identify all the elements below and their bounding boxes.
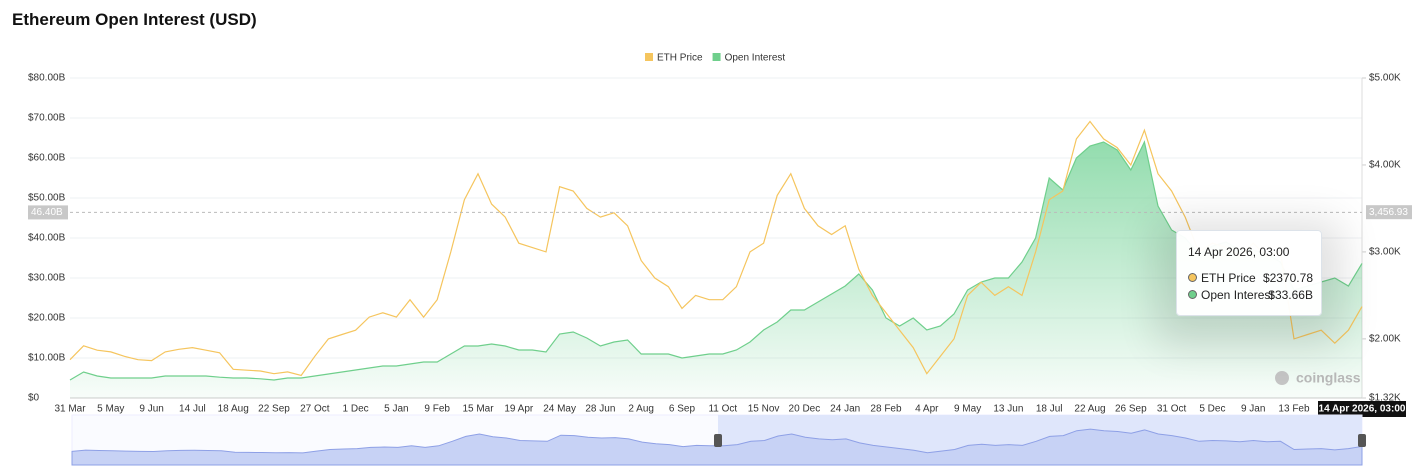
x-tick-label: 14 Jul <box>179 404 206 415</box>
y2-tick-label: $2.00K <box>1369 334 1401 345</box>
tooltip-title: 14 Apr 2026, 03:00 <box>1188 245 1290 259</box>
tooltip-name: Open Interest <box>1201 288 1274 302</box>
crosshair-label: 46.40B <box>31 207 63 218</box>
x-tick-label: 22 Aug <box>1074 404 1105 415</box>
x-tick-label: 5 Dec <box>1199 404 1225 415</box>
crosshair-label-bg <box>1366 205 1412 220</box>
x-tick-label: 18 Aug <box>218 404 249 415</box>
tooltip-row: Open Interest $33.66B <box>1188 288 1313 304</box>
navigator-series <box>71 428 1363 466</box>
tooltip-value: $2370.78 <box>1262 271 1313 285</box>
x-tick-label: 20 Dec <box>789 404 821 415</box>
x-tick-label: 9 Jun <box>139 404 163 415</box>
x-tick-label: 9 Feb <box>424 404 450 415</box>
price-line <box>69 120 1363 377</box>
x-tick-label: 18 Jul <box>1036 404 1063 415</box>
x-tick-label: 24 Jan <box>830 404 860 415</box>
x-tick-label: 28 Jun <box>585 404 615 415</box>
x-tick-label: 13 Feb <box>1278 404 1310 415</box>
y-tick-label: $80.00B <box>28 73 66 84</box>
legend-label: Open Interest <box>725 53 786 64</box>
x-tick-label: 14 Apr 2026, 03:00 <box>1319 404 1406 415</box>
legend-swatch <box>712 53 721 61</box>
navigator-handle[interactable] <box>714 434 722 447</box>
x-tick-label: 15 Mar <box>462 404 494 415</box>
x-tick-label: 2 Aug <box>628 404 654 415</box>
y2-tick-label: $4.00K <box>1369 160 1401 171</box>
y-tick-label: $30.00B <box>28 273 66 284</box>
tooltip: 14 Apr 2026, 03:00 ETH Price $2370.78 Ope… <box>1176 230 1322 316</box>
y-tick-label: $20.00B <box>28 313 66 324</box>
y-tick-label: $60.00B <box>28 153 66 164</box>
tooltip-dot <box>1188 290 1197 299</box>
x-tick-label: 22 Sep <box>258 404 290 415</box>
x-tick-label: 1 Dec <box>343 404 369 415</box>
legend-swatch <box>645 53 653 61</box>
y-tick-label: $50.00B <box>28 193 66 204</box>
oi-line <box>69 140 1363 381</box>
oi-area <box>70 142 1362 398</box>
x-tick-label: 9 May <box>954 404 981 415</box>
x-tick-label: 19 Apr <box>504 404 534 415</box>
x-tick-label: 31 Mar <box>54 404 86 415</box>
tooltip-name: ETH Price <box>1201 271 1256 285</box>
x-tick-label: 24 May <box>543 404 576 415</box>
crosshair-label-bg <box>28 205 68 220</box>
navigator-handle[interactable] <box>1358 434 1366 447</box>
x-tick-label: 9 Jan <box>1241 404 1265 415</box>
x-crosshair-label-bg <box>1318 401 1406 417</box>
y-tick-label: $10.00B <box>28 353 66 364</box>
y-tick-label: $0 <box>28 393 40 404</box>
x-tick-label: 13 Jun <box>993 404 1023 415</box>
x-tick-label: 31 Oct <box>1157 404 1187 415</box>
x-tick-label: 6 Sep <box>669 404 696 415</box>
x-tick-label: 11 Oct <box>708 404 737 415</box>
x-tick-label: 4 Apr <box>915 404 939 415</box>
tooltip-dot <box>1188 273 1197 282</box>
x-tick-label: 5 May <box>97 404 124 415</box>
legend-label: ETH Price <box>657 53 703 64</box>
watermark-icon <box>1275 371 1289 385</box>
y-tick-label: $40.00B <box>28 233 66 244</box>
y2-tick-label: $5.00K <box>1369 73 1401 84</box>
x-tick-label: 28 Feb <box>870 404 902 415</box>
crosshair-label: 3,456.93 <box>1369 207 1408 218</box>
y2-tick-label: $1.32K <box>1369 393 1401 404</box>
tooltip-value: $33.66B <box>1268 288 1313 302</box>
tooltip-row: ETH Price $2370.78 <box>1188 271 1313 287</box>
x-tick-label: 5 Jan <box>384 404 408 415</box>
x-tick-label: 27 Oct <box>300 404 330 415</box>
y-tick-label: $70.00B <box>28 113 66 124</box>
chart-title: Ethereum Open Interest (USD) <box>12 10 257 29</box>
watermark: coinglass <box>1296 370 1361 386</box>
x-tick-label: 26 Sep <box>1115 404 1147 415</box>
y2-tick-label: $3.00K <box>1369 247 1401 258</box>
x-tick-label: 15 Nov <box>748 404 780 415</box>
